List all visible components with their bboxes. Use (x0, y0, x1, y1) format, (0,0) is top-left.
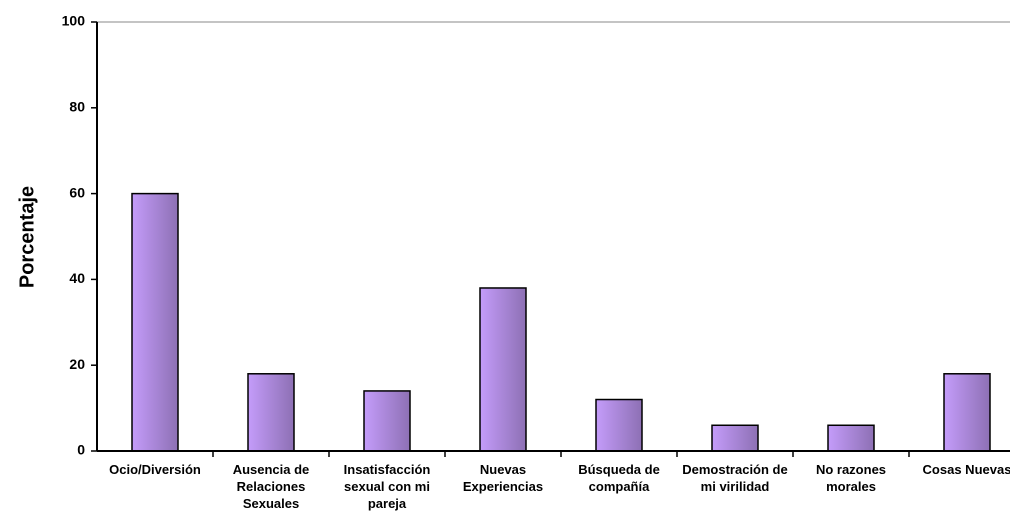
bar (827, 424, 875, 452)
bar (711, 424, 759, 452)
x-tick-label: Nuevas Experiencias (462, 462, 544, 494)
x-tick-label: Demostración de mi virilidad (682, 462, 788, 494)
y-tick-label: 60 (69, 184, 85, 200)
y-tick-label: 80 (69, 99, 85, 115)
x-tick-label: Ocio/Diversión (109, 462, 201, 477)
x-tick-label: Insatisfacción sexual con mi pareja (343, 462, 431, 511)
x-tick-label: No razones morales (815, 462, 887, 494)
y-axis-label: Porcentaje (16, 186, 38, 288)
y-tick-label: 20 (69, 356, 85, 372)
bar (479, 287, 527, 452)
y-tick-label: 40 (69, 270, 85, 286)
bar (131, 192, 179, 452)
bar (247, 373, 295, 452)
y-tick-label: 0 (77, 442, 85, 458)
y-tick-label: 100 (62, 13, 86, 29)
x-tick-label: Ausencia de Relaciones Sexuales (232, 462, 310, 511)
bar (943, 373, 991, 452)
x-tick-label: Cosas Nuevas (922, 462, 1010, 477)
bar (363, 390, 411, 452)
bar (595, 398, 643, 452)
x-tick-label: Búsqueda de compañía (578, 462, 660, 494)
